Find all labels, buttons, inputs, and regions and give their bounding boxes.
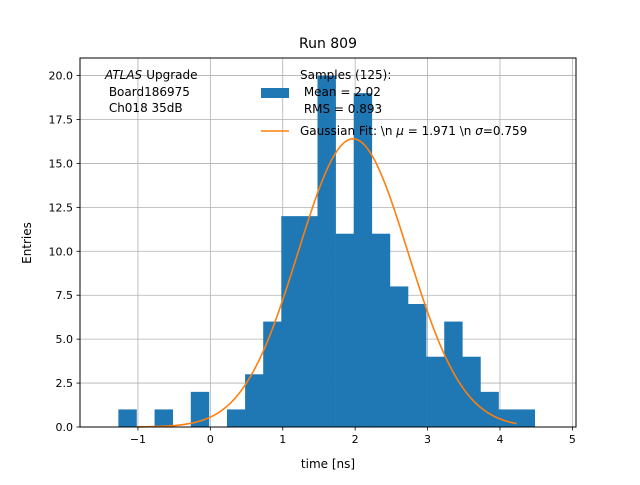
x-axis-label: time [ns] [301, 457, 355, 471]
histogram-bar [154, 409, 173, 427]
histogram-bar [353, 93, 373, 428]
annotation-channel: Ch018 35dB [105, 101, 183, 115]
histogram-bar [190, 391, 210, 427]
y-tick-label: 20.0 [49, 70, 74, 83]
histogram-bar [226, 409, 246, 427]
gaussian-fit-layer [136, 138, 517, 428]
atlas-label: ATLAS [104, 68, 143, 82]
histogram-bar [389, 286, 409, 427]
gaussian-fit-curve [136, 138, 517, 428]
y-tick-label: 10.0 [49, 245, 74, 258]
annotation-line-1: ATLAS Upgrade [104, 68, 198, 82]
x-tick-label: 5 [569, 433, 576, 446]
histogram-bar [245, 374, 264, 427]
histogram-bar [480, 391, 499, 427]
y-tick-label: 5.0 [56, 333, 74, 346]
legend-fit-prefix: Gaussian Fit: \n [300, 124, 396, 138]
y-tick-label: 17.5 [49, 114, 74, 127]
x-tick-label: 1 [279, 433, 286, 446]
histogram-bar [444, 321, 463, 427]
histogram-bar [263, 321, 282, 427]
x-tick-label: 4 [496, 433, 503, 446]
histogram-bar [118, 409, 137, 427]
legend-fit-suffix: =0.759 [483, 124, 527, 138]
histogram-bar [335, 233, 355, 427]
histogram-bar [317, 75, 336, 428]
histogram-bar [516, 409, 536, 427]
y-axis-label: Entries [20, 222, 34, 264]
atlas-annotation: ATLAS Upgrade Board186975 Ch018 35dB [104, 68, 198, 115]
legend-samples-line-1: Samples (125): [300, 68, 391, 82]
legend-fit-sigma: σ [475, 124, 483, 138]
x-axis-ticks: −1 0 1 2 3 4 5 [130, 427, 576, 446]
chart-title: Run 809 [299, 36, 357, 52]
x-tick-label: 2 [352, 433, 359, 446]
histogram-bar [408, 304, 427, 427]
legend-fit-label: Gaussian Fit: \n μ = 1.971 \n σ=0.759 [300, 124, 527, 138]
legend-samples-line-3: RMS = 0.893 [300, 102, 382, 116]
y-tick-label: 7.5 [56, 289, 74, 302]
legend: Samples (125): Mean = 2.02 RMS = 0.893 G… [261, 68, 527, 138]
x-tick-label: 3 [424, 433, 431, 446]
x-tick-label: −1 [130, 433, 146, 446]
histogram-bar [462, 356, 481, 427]
y-axis-ticks: 0.0 2.5 5.0 7.5 10.0 12.5 15.0 17.5 20.0 [49, 70, 80, 434]
histogram-bar [498, 409, 517, 427]
histogram-bar [371, 233, 391, 427]
histogram-bar [426, 356, 445, 427]
histogram-bar [299, 216, 318, 427]
histogram-bars [118, 75, 536, 428]
y-tick-label: 0.0 [56, 421, 74, 434]
legend-fit-mu: μ [395, 124, 404, 138]
annotation-board: Board186975 [105, 85, 190, 99]
histogram-bar [281, 216, 300, 427]
y-tick-label: 15.0 [49, 157, 74, 170]
legend-histogram-swatch [261, 88, 289, 98]
x-tick-label: 0 [207, 433, 214, 446]
y-tick-label: 12.5 [49, 201, 74, 214]
legend-samples-line-2: Mean = 2.02 [300, 85, 381, 99]
plot-frame [79, 57, 577, 428]
y-tick-label: 2.5 [56, 377, 74, 390]
annotation-upgrade: Upgrade [146, 68, 197, 82]
legend-fit-mid: = 1.971 \n [404, 124, 475, 138]
